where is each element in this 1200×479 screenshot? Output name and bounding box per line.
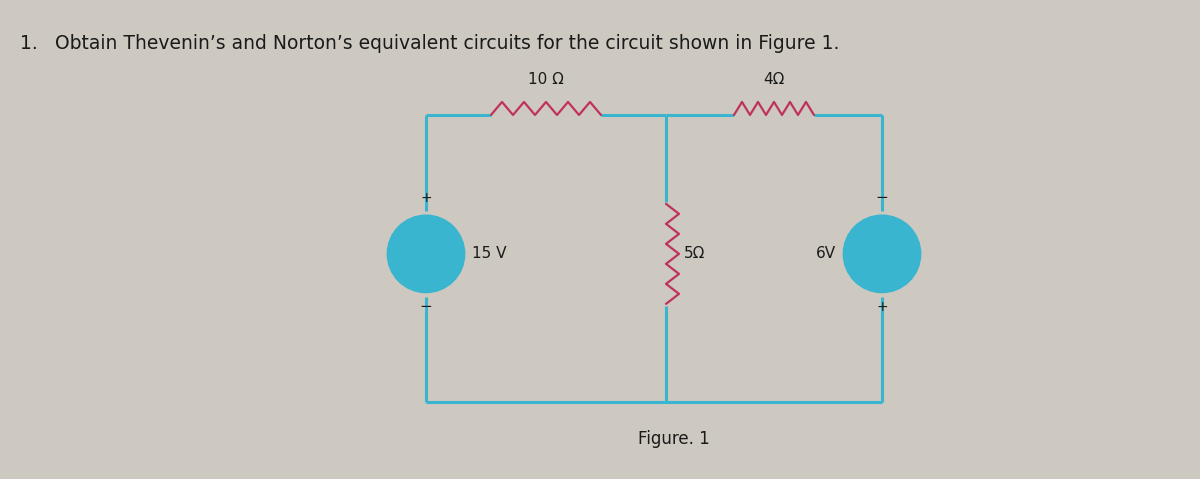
Text: 6V: 6V: [816, 246, 836, 262]
Circle shape: [388, 216, 464, 292]
Text: 4Ω: 4Ω: [763, 72, 785, 87]
Text: −: −: [876, 190, 888, 205]
Text: 5Ω: 5Ω: [684, 246, 706, 262]
Text: 10 Ω: 10 Ω: [528, 72, 564, 87]
Text: 15 V: 15 V: [472, 246, 506, 262]
Text: Figure. 1: Figure. 1: [638, 430, 710, 448]
Text: +: +: [420, 191, 432, 205]
Circle shape: [844, 216, 920, 292]
Text: +: +: [876, 300, 888, 314]
Text: Obtain Thevenin’s and Norton’s equivalent circuits for the circuit shown in Figu: Obtain Thevenin’s and Norton’s equivalen…: [55, 34, 839, 53]
Text: 1.: 1.: [20, 34, 37, 53]
Text: −: −: [420, 299, 432, 314]
